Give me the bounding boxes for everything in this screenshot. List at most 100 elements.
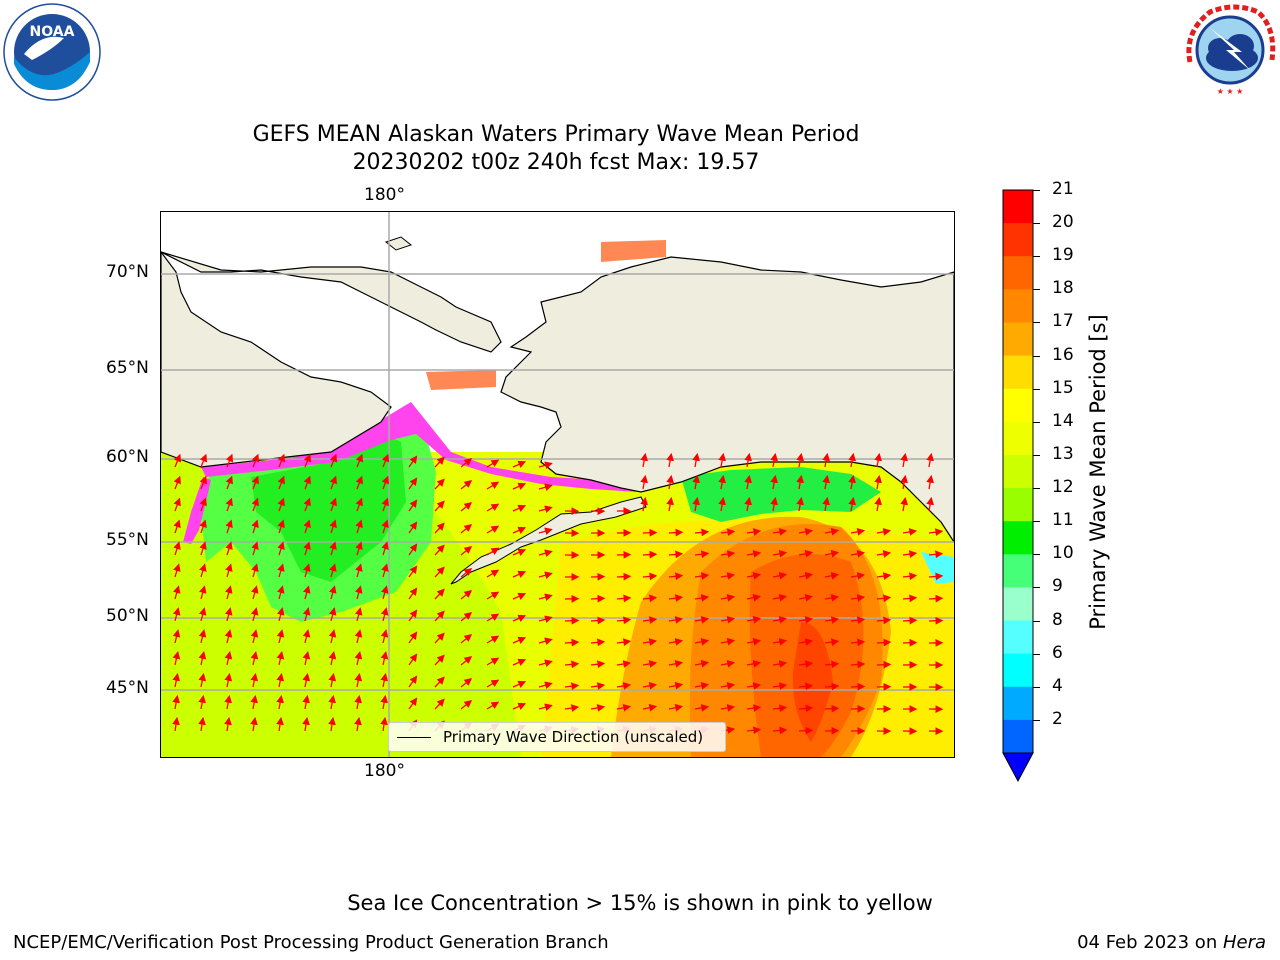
- coastal-cyan-area: [921, 552, 954, 584]
- wave-direction-arrow: [642, 550, 658, 559]
- wave-direction-arrow: [302, 651, 311, 666]
- wave-direction-arrow: [590, 660, 606, 669]
- colorbar-tick-label: 12: [1052, 477, 1074, 498]
- wave-direction-arrow: [408, 653, 418, 666]
- wave-direction-arrow: [172, 651, 181, 666]
- wave-direction-arrow: [746, 615, 762, 624]
- wave-direction-arrow: [276, 651, 285, 666]
- wave-direction-arrow: [251, 453, 260, 468]
- colorbar-tick: [1033, 686, 1040, 688]
- wave-direction-arrow: [224, 694, 232, 710]
- wave-direction-arrow: [590, 594, 606, 603]
- colorbar-tick: [1033, 488, 1040, 490]
- wave-direction-arrow: [770, 474, 778, 490]
- wave-direction-arrow: [772, 549, 788, 558]
- wave-direction-arrow: [926, 474, 934, 490]
- land-alaska: [500, 256, 954, 544]
- wave-direction-arrow: [380, 629, 389, 644]
- wave-direction-arrow: [642, 572, 658, 581]
- wave-direction-arrow: [173, 497, 181, 512]
- wave-direction-arrow: [512, 460, 527, 468]
- wave-direction-arrow: [694, 594, 710, 602]
- wave-direction-arrow: [276, 716, 284, 732]
- wave-direction-arrow: [354, 716, 362, 732]
- wave-direction-arrow: [355, 497, 363, 512]
- wave-direction-arrow: [900, 496, 908, 512]
- wave-direction-arrow: [408, 587, 418, 600]
- map-panel: [160, 211, 955, 758]
- wave-direction-arrow: [772, 615, 788, 624]
- wave-direction-arrow: [277, 541, 285, 556]
- wave-direction-arrow: [538, 483, 553, 492]
- wave-direction-arrow: [408, 543, 418, 556]
- footer-date: 04 Feb 2023 on Hera: [1077, 932, 1266, 953]
- wave-direction-arrow: [198, 694, 206, 710]
- wave-direction-arrow: [512, 548, 527, 556]
- wave-direction-arrow: [772, 704, 788, 713]
- wave-direction-arrow: [303, 475, 311, 490]
- wave-direction-arrow: [172, 672, 181, 688]
- wave-direction-arrow: [434, 698, 445, 710]
- wave-direction-arrow: [668, 703, 684, 712]
- wave-direction-arrow: [668, 594, 684, 602]
- wave-direction-arrow: [460, 523, 473, 534]
- wave-direction-arrow: [874, 452, 882, 468]
- sea-ice-edge: [201, 402, 641, 492]
- lat-label-70: 70°N: [106, 262, 149, 282]
- wave-direction-arrow: [354, 585, 363, 600]
- wave-direction-arrow: [225, 519, 233, 534]
- colorbar-segment: [1003, 256, 1033, 290]
- wave-direction-arrow: [642, 594, 658, 603]
- wave-direction-arrow: [250, 607, 259, 622]
- wave-direction-arrow: [642, 616, 658, 624]
- wave-direction-arrow: [460, 677, 473, 688]
- map-legend: Primary Wave Direction (unscaled): [388, 722, 726, 752]
- wave-direction-arrow: [329, 541, 337, 556]
- colorbar-tick-label: 17: [1052, 311, 1074, 332]
- wave-direction-arrow: [434, 500, 445, 512]
- wave-direction-arrow: [486, 635, 500, 644]
- wave-direction-arrow: [380, 651, 389, 666]
- wave-direction-arrow: [902, 594, 918, 603]
- wave-direction-arrow: [848, 474, 856, 490]
- colorbar-segment: [1003, 653, 1033, 688]
- colorbar-tick: [1033, 289, 1040, 291]
- wave-direction-arrow: [640, 452, 648, 468]
- colorbar-tick-label: 8: [1052, 609, 1063, 630]
- wave-direction-arrow: [720, 659, 736, 668]
- wave-direction-arrow: [276, 694, 284, 710]
- wave-direction-arrow: [798, 549, 814, 558]
- wave-direction-arrow: [850, 572, 866, 580]
- wave-direction-arrow: [824, 616, 840, 624]
- wave-direction-arrow: [198, 651, 207, 666]
- wave-direction-arrow: [380, 672, 389, 688]
- wave-direction-arrow: [796, 452, 804, 468]
- colorbar-tick: [1033, 719, 1040, 721]
- chart-title: GEFS MEAN Alaskan Waters Primary Wave Me…: [252, 122, 860, 147]
- wave-direction-arrow: [224, 651, 233, 666]
- wave-direction-arrow: [902, 616, 918, 625]
- wave-direction-arrow: [746, 637, 762, 646]
- wave-direction-arrow: [772, 660, 788, 668]
- wave-direction-arrow: [408, 499, 418, 512]
- wave-direction-arrow: [434, 632, 445, 644]
- wave-direction-arrow: [381, 475, 389, 490]
- colorbar-segment: [1003, 190, 1033, 224]
- wave-direction-arrow: [303, 563, 311, 578]
- wave-direction-arrow: [668, 572, 684, 581]
- colorbar-tick-label: 11: [1052, 510, 1074, 531]
- colorbar-tick: [1033, 653, 1040, 655]
- colorbar-tick-label: 15: [1052, 377, 1074, 398]
- wave-direction-arrow: [355, 453, 364, 468]
- wave-direction-arrow: [744, 452, 752, 468]
- colorbar-tick-label: 2: [1052, 708, 1063, 729]
- wave-direction-arrow: [380, 585, 389, 600]
- wave-direction-arrow: [538, 637, 553, 646]
- wave-direction-arrow: [590, 616, 606, 625]
- wave-direction-arrow: [876, 616, 892, 625]
- wave-direction-arrow: [251, 519, 259, 534]
- colorbar-tick: [1033, 322, 1040, 324]
- wave-direction-arrow: [198, 607, 207, 622]
- wave-direction-arrow: [850, 527, 866, 536]
- wave-direction-arrow: [746, 571, 762, 580]
